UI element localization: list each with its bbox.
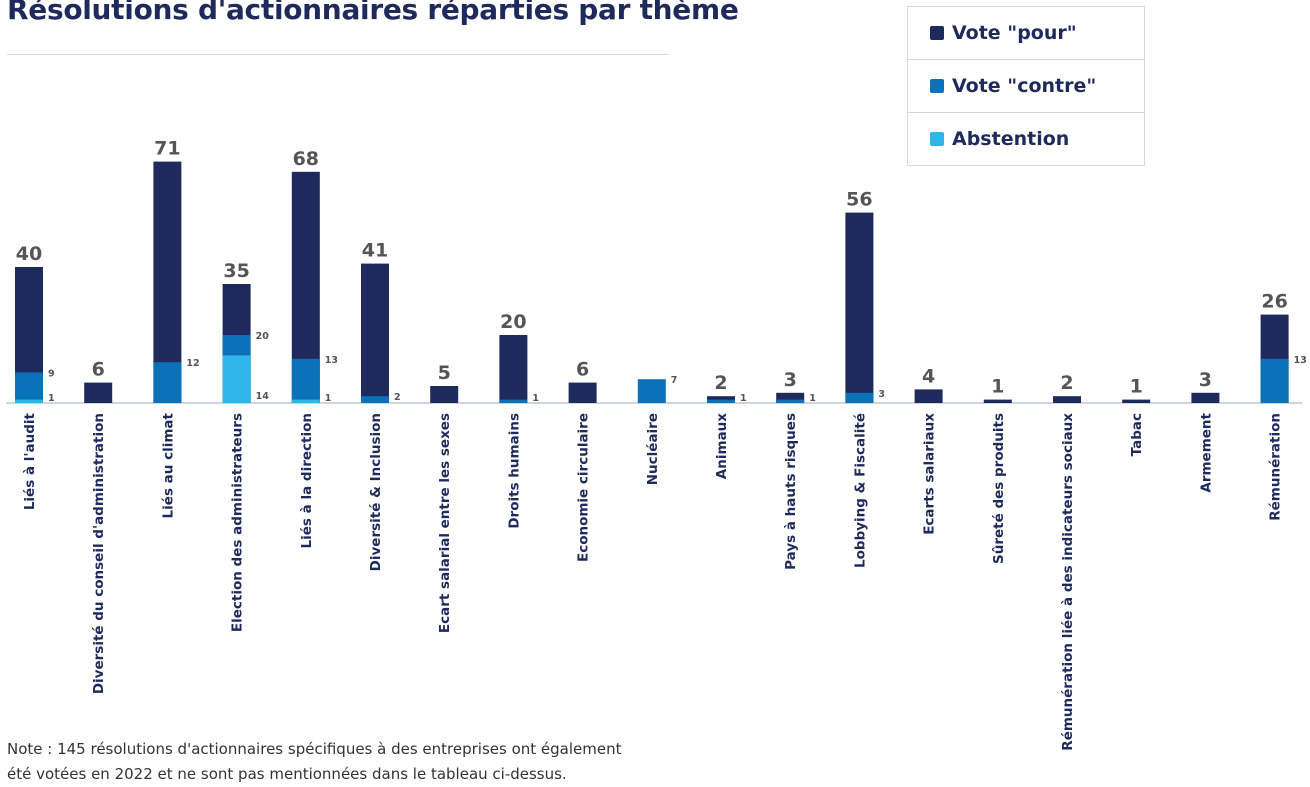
category-label: Liés à l'audit [22,412,38,510]
bar-contre [845,392,874,403]
bar-abstention [222,355,251,403]
bar-value-label: 6 [576,359,589,381]
category-label: Diversité & Inclusion [368,413,384,571]
bar-side-label: 3 [878,389,885,400]
category-label: Election des administrateurs [230,413,246,632]
bar-value-label: 41 [362,240,388,262]
bar-value-label: 40 [16,243,42,265]
category-label: Tabac [1129,413,1145,456]
legend-swatch-contre [930,79,944,93]
bar-pour [914,389,943,403]
bar-value-label: 5 [438,362,451,384]
legend-label-contre: Vote "contre" [952,75,1097,97]
bar-side-label: 1 [740,393,747,404]
footnote-line-1: Note : 145 résolutions d'actionnaires sp… [7,740,622,758]
bar-contre [776,399,805,403]
bar-contre [15,372,43,403]
category-label: Ecarts salariaux [922,413,938,535]
bar-contre [499,399,528,403]
footnote: Note : 145 résolutions d'actionnaires sp… [7,737,622,787]
category-label: Liés à la direction [299,413,315,548]
category-label: Ecart salarial entre les sexes [437,413,453,633]
bar-contre [637,379,666,403]
bar-side-label: 12 [186,358,199,369]
category-label: Sûreté des produits [991,413,1007,564]
bar-side-label: 1 [809,393,816,404]
category-label: Lobbying & Fiscalité [852,413,868,568]
bar-contre [1260,358,1289,403]
legend-label-abstention: Abstention [952,128,1070,150]
category-label: Pays à hauts risques [783,413,799,570]
bar-contre [707,399,735,403]
bar-pour [845,212,874,403]
legend-item-pour: Vote "pour" [930,7,1077,59]
category-label: Nucléaire [645,413,661,485]
bar-value-label: 3 [784,369,797,391]
category-label: Liés au climat [160,412,176,518]
legend-divider [908,59,1144,60]
bar-contre [153,362,182,403]
bar-side-label: 13 [325,355,338,366]
bar-value-label: 68 [293,148,319,170]
bar-pour [776,392,805,403]
bar-contre [361,396,389,403]
bar-value-label: 6 [92,359,105,381]
category-label: Droits humains [506,413,522,529]
bar-abstention [15,399,43,403]
bar-pour [499,335,528,403]
bar-value-label: 2 [714,372,727,394]
category-label: Armement [1198,412,1214,492]
bar-pour [1191,392,1220,403]
bar-side-label: 1 [325,393,332,404]
bar-abstention [291,399,320,403]
bar-pour [568,382,597,403]
bar-pour [1122,399,1151,403]
title-underline [7,54,669,55]
bar-value-label: 56 [846,189,872,211]
bar-value-label: 4 [922,365,935,387]
bar-side-label: 20 [256,331,270,342]
bar-pour [361,263,389,403]
bar-contre [291,358,320,403]
footnote-line-2: été votées en 2022 et ne sont pas mentio… [7,765,567,783]
chart-title: Résolutions d'actionnaires réparties par… [7,0,739,26]
chart-legend: Vote "pour" Vote "contre" Abstention [907,6,1145,166]
bar-value-label: 26 [1261,291,1287,313]
category-label: Animaux [714,413,730,479]
bar-value-label: 71 [154,138,180,160]
category-label: Diversité du conseil d'administration [91,413,107,694]
bar-side-label: 1 [532,393,539,404]
legend-swatch-pour [930,26,944,40]
legend-swatch-abstention [930,132,944,146]
category-label: Rémunération liée à des indicateurs soci… [1060,413,1076,751]
bar-side-label: 2 [394,392,401,403]
bar-side-label: 14 [256,391,270,402]
category-label: Rémunération [1268,413,1284,521]
bar-pour [84,382,113,403]
bar-side-label: 9 [48,368,55,379]
legend-item-contre: Vote "contre" [930,60,1096,112]
bar-side-label: 1 [48,393,55,404]
bar-value-label: 35 [223,260,249,282]
bar-value-label: 3 [1199,369,1212,391]
bar-value-label: 1 [1130,376,1143,398]
legend-divider [908,112,1144,113]
bar-pour [983,399,1012,403]
bar-value-label: 2 [1060,372,1073,394]
legend-label-pour: Vote "pour" [952,22,1077,44]
category-label: Economie circulaire [576,413,592,562]
bar-side-label: 7 [671,375,678,386]
bar-pour [430,386,459,403]
bar-pour [1053,396,1081,403]
bar-side-label: 13 [1294,355,1307,366]
legend-item-abstention: Abstention [930,113,1069,165]
bar-value-label: 1 [991,376,1004,398]
bar-value-label: 20 [500,311,526,333]
